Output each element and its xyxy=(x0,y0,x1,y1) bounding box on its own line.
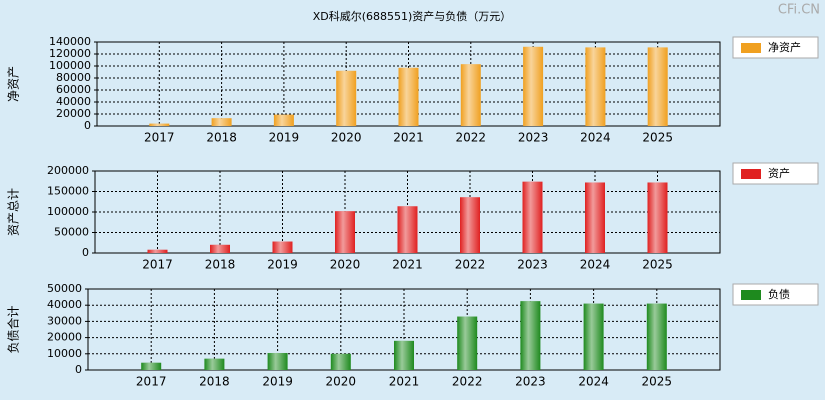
watermark: CFi.CN xyxy=(778,3,820,18)
x-tick-label: 2020 xyxy=(326,375,357,389)
y-tick-label: 140000 xyxy=(49,35,91,48)
x-tick-label: 2024 xyxy=(578,375,609,389)
x-tick-label: 2020 xyxy=(331,131,362,145)
x-tick-label: 2023 xyxy=(518,131,549,145)
bar-highlight xyxy=(335,211,355,253)
bar-highlight xyxy=(522,181,543,253)
x-tick-label: 2025 xyxy=(642,258,673,272)
y-tick-label: 200000 xyxy=(47,164,89,177)
bar-highlight xyxy=(211,118,232,126)
x-tick-label: 2024 xyxy=(580,131,611,145)
x-tick-label: 2022 xyxy=(452,375,483,389)
bar-highlight xyxy=(336,70,357,126)
x-tick-label: 2020 xyxy=(330,258,361,272)
bar-highlight xyxy=(585,182,605,253)
x-tick-label: 2021 xyxy=(392,258,423,272)
bar-highlight xyxy=(330,353,351,370)
bar-highlight xyxy=(583,303,604,370)
bar-highlight xyxy=(585,47,606,126)
y-tick-label: 20000 xyxy=(47,331,82,344)
bar-highlight xyxy=(647,47,668,126)
bar-highlight xyxy=(141,362,162,370)
legend-swatch xyxy=(741,169,761,179)
y-tick-label: 0 xyxy=(82,246,89,259)
bar-highlight xyxy=(457,316,478,370)
x-tick-label: 2019 xyxy=(269,131,300,145)
y-tick-label: 50000 xyxy=(54,226,89,239)
bar-highlight xyxy=(460,64,481,126)
bar-highlight xyxy=(520,301,541,370)
y-tick-label: 120000 xyxy=(49,47,91,60)
y-tick-label: 30000 xyxy=(47,314,82,327)
y-tick-label: 20000 xyxy=(56,107,91,120)
y-tick-label: 0 xyxy=(84,119,91,132)
bar-highlight xyxy=(394,340,414,370)
bar-highlight xyxy=(147,249,168,253)
y-tick-label: 100000 xyxy=(47,205,89,218)
x-tick-label: 2018 xyxy=(206,131,237,145)
x-tick-label: 2017 xyxy=(142,258,173,272)
bar-highlight xyxy=(523,46,544,126)
legend-label: 负债 xyxy=(768,287,790,301)
bar-highlight xyxy=(267,352,288,370)
y-tick-label: 80000 xyxy=(56,71,91,84)
bar-highlight xyxy=(647,182,668,253)
y-axis-label: 资产总计 xyxy=(7,188,21,236)
x-tick-label: 2022 xyxy=(455,258,486,272)
y-tick-label: 40000 xyxy=(47,298,82,311)
legend-swatch xyxy=(741,43,761,53)
x-tick-label: 2023 xyxy=(515,375,546,389)
x-tick-label: 2021 xyxy=(393,131,424,145)
x-tick-label: 2023 xyxy=(517,258,548,272)
bar-highlight xyxy=(273,114,294,126)
y-tick-label: 100000 xyxy=(49,59,91,72)
x-tick-label: 2018 xyxy=(199,375,230,389)
legend-swatch xyxy=(741,290,761,300)
y-tick-label: 60000 xyxy=(56,83,91,96)
bar-highlight xyxy=(210,244,230,253)
legend-label: 资产 xyxy=(768,166,790,180)
x-tick-label: 2017 xyxy=(144,131,175,145)
y-axis-label: 净资产 xyxy=(7,66,21,102)
bar-highlight xyxy=(149,123,170,126)
chart-title: XD科威尔(688551)资产与负债（万元） xyxy=(313,9,512,23)
x-tick-label: 2019 xyxy=(262,375,293,389)
x-tick-label: 2017 xyxy=(136,375,167,389)
bar-highlight xyxy=(646,303,667,370)
x-tick-label: 2025 xyxy=(642,131,673,145)
bar-highlight xyxy=(398,67,419,126)
y-axis-label: 负债合计 xyxy=(6,305,21,353)
y-tick-label: 40000 xyxy=(56,95,91,108)
legend-label: 净资产 xyxy=(768,40,801,54)
bar-highlight xyxy=(397,206,418,253)
x-tick-label: 2025 xyxy=(642,375,673,389)
bar-highlight xyxy=(272,241,293,253)
x-tick-label: 2018 xyxy=(205,258,236,272)
x-tick-label: 2022 xyxy=(456,131,487,145)
y-tick-label: 10000 xyxy=(47,347,82,360)
bar-highlight xyxy=(460,197,480,253)
y-tick-label: 150000 xyxy=(47,185,89,198)
y-tick-label: 50000 xyxy=(47,282,82,295)
bar-highlight xyxy=(204,358,225,370)
x-tick-label: 2019 xyxy=(267,258,298,272)
y-tick-label: 0 xyxy=(75,363,82,376)
x-tick-label: 2024 xyxy=(580,258,611,272)
x-tick-label: 2021 xyxy=(389,375,420,389)
